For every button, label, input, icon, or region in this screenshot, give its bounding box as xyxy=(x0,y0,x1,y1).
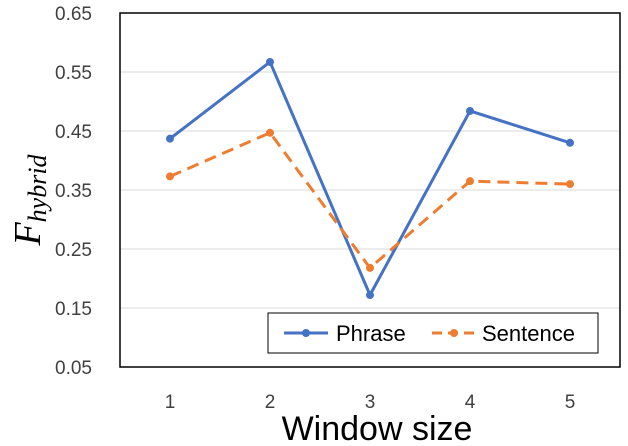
data-point-phrase xyxy=(466,106,474,115)
y-axis-ticks: 0.05 0.15 0.25 0.35 0.45 0.55 0.65 xyxy=(55,4,92,379)
y-axis-label-sub: hybrid xyxy=(23,153,52,222)
gridlines xyxy=(120,71,620,309)
x-tick-label: 3 xyxy=(365,392,376,413)
y-axis-label: Fhybrid xyxy=(7,153,52,246)
data-point-sentence xyxy=(166,172,174,181)
x-tick-label: 4 xyxy=(465,392,476,413)
series-line-phrase xyxy=(169,60,571,297)
x-axis-label: Window size xyxy=(282,410,473,446)
series-line-sentence xyxy=(169,131,571,270)
y-tick-label: 0.15 xyxy=(55,299,92,320)
data-point-sentence xyxy=(366,263,374,272)
legend: Phrase Sentence xyxy=(267,312,599,354)
y-tick-label: 0.55 xyxy=(55,63,92,84)
data-point-sentence xyxy=(466,177,474,186)
y-tick-label: 0.35 xyxy=(55,181,92,202)
y-tick-label: 0.45 xyxy=(55,122,92,143)
data-point-sentence xyxy=(566,180,574,189)
x-tick-label: 1 xyxy=(165,392,176,413)
data-point-phrase xyxy=(366,291,374,300)
y-tick-label: 0.65 xyxy=(55,4,92,25)
data-point-phrase xyxy=(566,138,574,147)
svg-text:Fhybrid: Fhybrid xyxy=(7,153,52,246)
legend-label-phrase: Phrase xyxy=(336,321,406,346)
data-point-phrase xyxy=(166,134,174,143)
x-tick-label: 2 xyxy=(265,392,276,413)
plot-area-frame xyxy=(119,12,621,368)
data-point-phrase xyxy=(266,57,274,66)
y-tick-label: 0.25 xyxy=(55,240,92,261)
x-tick-label: 5 xyxy=(565,392,576,413)
data-point-sentence xyxy=(266,128,274,137)
x-axis-ticks: 1 2 3 4 5 xyxy=(165,392,576,413)
legend-marker-sentence xyxy=(450,329,458,337)
y-axis-label-main: F xyxy=(7,222,49,247)
legend-label-sentence: Sentence xyxy=(482,321,575,346)
series-group xyxy=(166,57,574,300)
y-tick-label: 0.05 xyxy=(55,358,92,379)
legend-marker-phrase xyxy=(302,329,310,337)
